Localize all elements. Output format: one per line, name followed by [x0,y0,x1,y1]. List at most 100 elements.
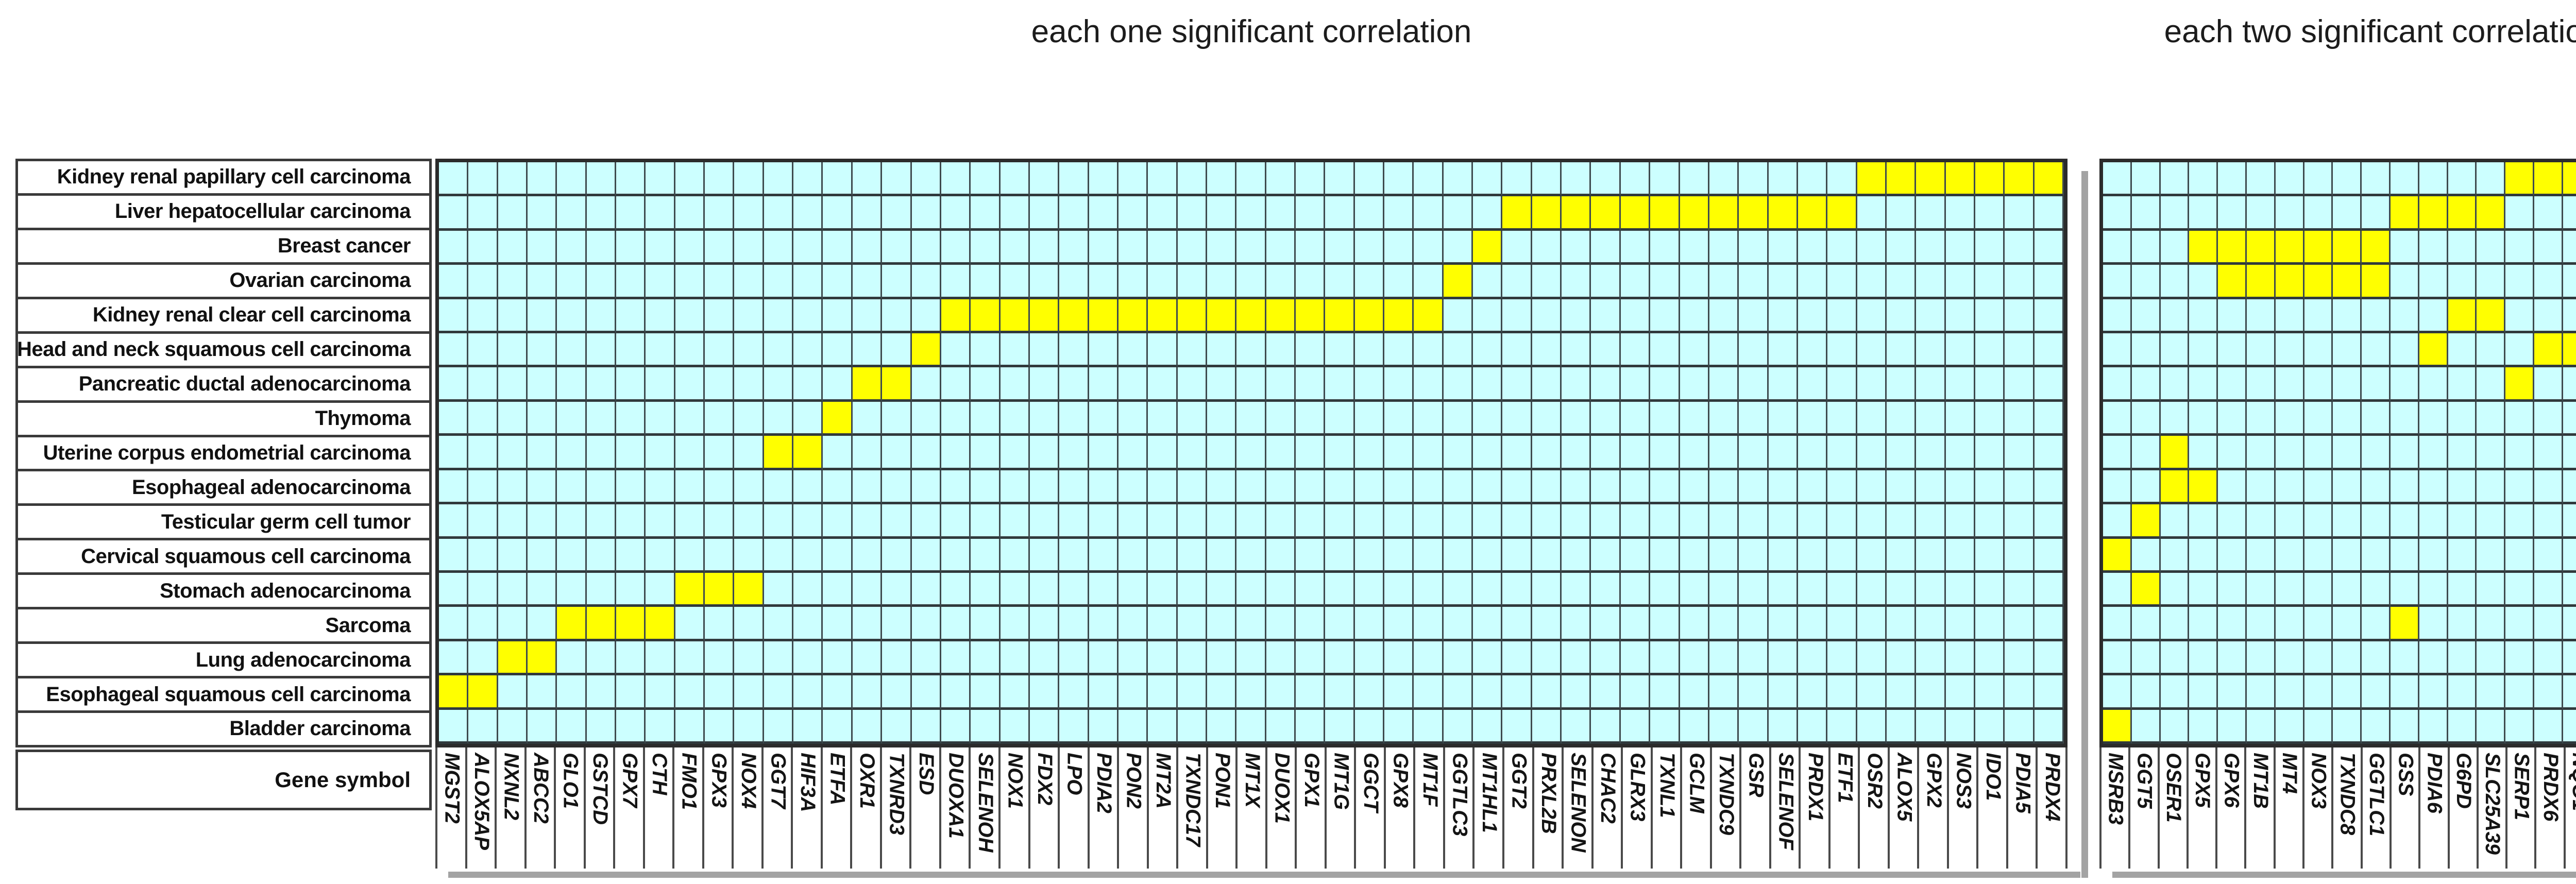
heatmap-cell [1473,538,1503,573]
heatmap-cell [1650,230,1680,265]
heatmap-cell [2505,470,2534,505]
heatmap-cell [764,607,794,641]
heatmap-cell [2246,265,2276,299]
heatmap-cell [1384,367,1414,402]
heatmap-cell [498,162,528,197]
heatmap-cell [1236,607,1266,641]
heatmap-cell [852,470,883,505]
heatmap-cell [439,333,469,368]
heatmap-cell [1650,675,1680,710]
heatmap-cell [2534,401,2563,436]
gene-label: NOX1 [1001,747,1030,869]
heatmap-cell [1059,470,1089,505]
heatmap-cell [1945,538,1975,573]
heatmap-cell [2419,265,2448,299]
gene-label: GPX2 [1919,747,1949,869]
heatmap-cell [1768,265,1798,299]
gene-label: IDO1 [1978,747,2008,869]
heatmap-cell [1296,470,1326,505]
heatmap-cell [2448,675,2477,710]
heatmap-cell [586,367,617,402]
heatmap-cell [2477,162,2506,197]
heatmap-cell [2390,641,2419,676]
heatmap-cell [1177,401,1207,436]
gene-label: PON1 [1208,747,1238,869]
heatmap-cell [1502,538,1532,573]
heatmap-cell [1650,367,1680,402]
heatmap-cell [2131,675,2161,710]
heatmap-cell [1975,538,2005,573]
heatmap-cell [2333,162,2362,197]
heatmap-cell [1059,401,1089,436]
heatmap-cell [1296,607,1326,641]
heatmap-cell [1827,265,1857,299]
heatmap-cell [646,265,675,299]
heatmap-cell [1236,504,1266,539]
heatmap-cell [2563,265,2576,299]
gene-label: GSS [2391,747,2421,869]
heatmap-cell [468,333,498,368]
heatmap-cell [1798,333,1828,368]
row-label: Pancreatic ductal adenocarcinoma [18,368,429,403]
heatmap-cell [911,607,941,641]
heatmap-cell [1029,333,1060,368]
heatmap-cell [1148,709,1178,744]
heatmap-cell [1975,709,2005,744]
heatmap-cell [1857,265,1887,299]
heatmap-cell [2390,675,2419,710]
heatmap-cell [2390,299,2419,334]
heatmap-cell [2505,196,2534,231]
heatmap-cell [1266,641,1296,676]
heatmap-cell [764,265,794,299]
heatmap-cell [882,641,912,676]
heatmap-cell [2448,401,2477,436]
gene-label: PRXL2B [1534,747,1564,869]
heatmap-cell [1118,367,1148,402]
heatmap-cell [1591,641,1621,676]
gene-labels-panel2: MSRB3 GGT5 OSER1 GPX5 GPX6 MT1B MT4 NOX3 TXNDC8 G… [2099,747,2576,869]
heatmap-cell [2131,162,2161,197]
heatmap-cell [1975,367,2005,402]
heatmap-cell [1059,572,1089,607]
heatmap-cell [498,333,528,368]
heatmap-cell [1945,230,1975,265]
heatmap-cell [823,504,853,539]
heatmap-cell [823,436,853,470]
heatmap-cell [1650,162,1680,197]
heatmap-cell [528,709,557,744]
heatmap-cell [468,401,498,436]
heatmap-cell [2419,367,2448,402]
heatmap-cell [705,162,735,197]
heatmap-cell [1709,162,1739,197]
heatmap-cell [2103,436,2132,470]
heatmap-cell [1739,607,1769,641]
heatmap-cell [1886,538,1917,573]
heatmap-cell [498,470,528,505]
heatmap-cell [1562,367,1591,402]
heatmap-cell [2131,607,2161,641]
heatmap-cell [498,572,528,607]
heatmap-cell [2362,675,2391,710]
heatmap-cell [1118,641,1148,676]
heatmap-cell [2189,641,2218,676]
heatmap-cell [1296,436,1326,470]
heatmap-cell [675,504,705,539]
heatmap-cell [2131,196,2161,231]
heatmap-cell [616,230,646,265]
heatmap-cell [1562,265,1591,299]
heatmap-cell [2563,538,2576,573]
heatmap-cell [1177,333,1207,368]
heatmap-cell [1620,230,1651,265]
heatmap-cell [2304,607,2333,641]
heatmap-cell [1502,504,1532,539]
heatmap-cell [941,333,971,368]
heatmap-cell [1502,470,1532,505]
heatmap-cell [2275,504,2304,539]
heatmap-cell [2390,470,2419,505]
heatmap-cell [2103,675,2132,710]
heatmap-cell [1562,436,1591,470]
heatmap-cell [764,299,794,334]
heatmap-cell [1414,436,1444,470]
heatmap-cell [2333,470,2362,505]
heatmap-cell [734,196,764,231]
